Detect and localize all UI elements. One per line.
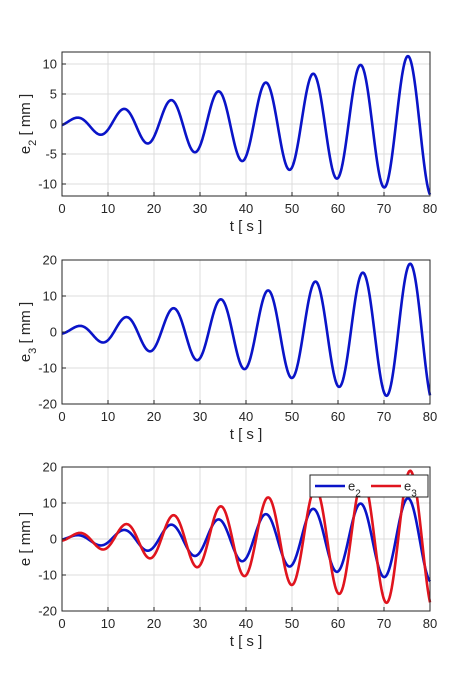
x-tick-label: 50 [285, 616, 299, 631]
legend-label-2: e3 [404, 479, 417, 500]
y-tick-label: 10 [43, 57, 57, 72]
y-tick-label: 10 [43, 289, 57, 304]
y-tick-label: -20 [38, 397, 57, 412]
y-axis-label-subscript: 3 [27, 348, 39, 354]
x-tick-label: 30 [193, 409, 207, 424]
x-tick-label: 0 [58, 201, 65, 216]
y-tick-label: -10 [38, 568, 57, 583]
x-tick-label: 80 [423, 616, 437, 631]
x-tick-label: 80 [423, 409, 437, 424]
y-tick-label: -10 [38, 361, 57, 376]
x-tick-label: 30 [193, 201, 207, 216]
x-tick-label: 70 [377, 616, 391, 631]
x-tick-label: 60 [331, 409, 345, 424]
y-axis-label: e2 [ mm ] [17, 94, 39, 154]
y-tick-label: -5 [45, 147, 57, 162]
chart-panel-2: 0 10 20 30 40 50 60 70 80 -20 -10 0 10 20 t [ s ] e3 [ … [17, 253, 437, 444]
x-axis-label: t [ s ] [230, 426, 263, 443]
y-axis-label-symbol: e [17, 354, 34, 362]
x-tick-label: 20 [147, 409, 161, 424]
y-tick-label: -20 [38, 604, 57, 619]
y-axis-label-subscript: 2 [27, 140, 39, 146]
y-tick-label: 20 [43, 253, 57, 268]
x-tick-label: 10 [101, 409, 115, 424]
y-axis-label: e3 [ mm ] [17, 302, 39, 362]
legend-label-1: e2 [348, 479, 361, 500]
y-axis-label-symbol: e [17, 146, 34, 154]
y-axis-label-unit: [ mm ] [17, 302, 34, 348]
series-line-1 [61, 54, 432, 196]
x-axis-label: t [ s ] [230, 633, 263, 650]
y-axis-label-unit: [ mm ] [17, 94, 34, 140]
chart-panel-3: 0 10 20 30 40 50 60 70 80 -20 -10 0 10 20 t [ s ] e [ m… [17, 460, 437, 651]
y-tick-label: 0 [50, 117, 57, 132]
series-line-1 [61, 262, 432, 398]
x-tick-label: 80 [423, 201, 437, 216]
x-tick-label: 20 [147, 616, 161, 631]
x-tick-label: 20 [147, 201, 161, 216]
x-tick-label: 0 [58, 616, 65, 631]
y-tick-label: 0 [50, 325, 57, 340]
chart-panel-1: 0 10 20 30 40 50 60 70 80 -10 -5 0 5 10 t [ s ] e2 [ mm… [17, 51, 437, 235]
y-tick-label: 20 [43, 460, 57, 475]
y-axis-label-unit: [ mm ] [17, 512, 34, 558]
x-tick-label: 70 [377, 201, 391, 216]
y-tick-label: 5 [50, 87, 57, 102]
x-tick-label: 70 [377, 409, 391, 424]
y-axis-label: e [ mm ] [17, 512, 34, 566]
legend: e2 e3 [309, 474, 429, 500]
x-tick-label: 50 [285, 409, 299, 424]
x-tick-label: 10 [101, 201, 115, 216]
x-tick-label: 30 [193, 616, 207, 631]
x-axis-label: t [ s ] [230, 218, 263, 235]
series-line-1 [61, 496, 432, 583]
y-tick-label: 10 [43, 496, 57, 511]
x-tick-label: 60 [331, 616, 345, 631]
y-tick-label: -10 [38, 177, 57, 192]
y-axis-label-symbol: e [17, 558, 34, 566]
x-tick-label: 40 [239, 409, 253, 424]
x-tick-label: 40 [239, 201, 253, 216]
x-tick-label: 60 [331, 201, 345, 216]
x-tick-label: 10 [101, 616, 115, 631]
x-tick-label: 50 [285, 201, 299, 216]
legend-box [309, 474, 429, 498]
y-tick-label: 0 [50, 532, 57, 547]
x-tick-label: 0 [58, 409, 65, 424]
x-tick-label: 40 [239, 616, 253, 631]
